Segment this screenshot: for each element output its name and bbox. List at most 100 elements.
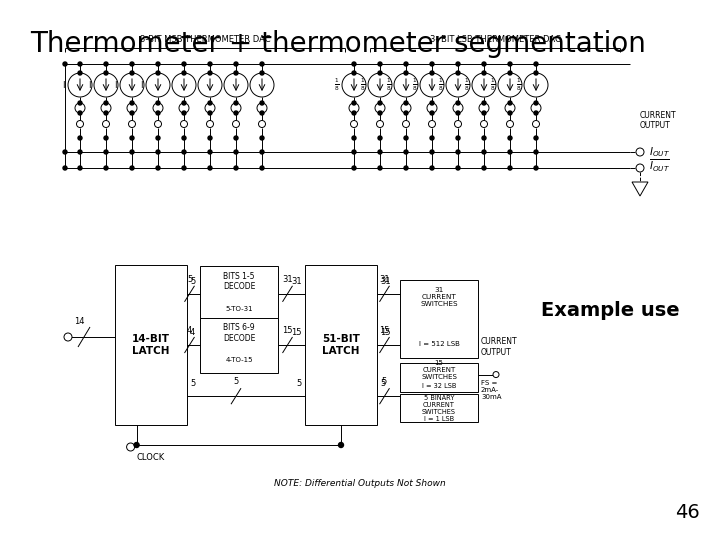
Circle shape [378,150,382,154]
Circle shape [377,120,384,127]
Text: 5-TO-31: 5-TO-31 [225,306,253,312]
Text: $\frac{1}{8}$: $\frac{1}{8}$ [334,77,340,93]
Circle shape [482,150,486,154]
Circle shape [534,150,538,154]
Circle shape [63,62,67,66]
Text: 31: 31 [292,277,302,286]
Circle shape [404,166,408,170]
Text: 4: 4 [190,328,195,337]
Circle shape [401,103,411,113]
Text: BITS 6-9
DECODE: BITS 6-9 DECODE [222,323,255,342]
Circle shape [260,111,264,115]
Text: 4-TO-15: 4-TO-15 [225,357,253,363]
Circle shape [78,111,82,115]
Circle shape [378,166,382,170]
Circle shape [338,442,343,448]
Circle shape [146,73,170,97]
Circle shape [75,103,85,113]
Text: Example use: Example use [541,300,679,320]
Circle shape [456,150,460,154]
Circle shape [234,136,238,140]
Circle shape [260,101,264,105]
Bar [400,363,478,392]
Text: I: I [114,80,117,90]
Circle shape [208,62,212,66]
Circle shape [127,443,135,451]
Circle shape [104,136,108,140]
Circle shape [482,101,486,105]
Circle shape [156,111,160,115]
Circle shape [156,71,160,75]
Circle shape [234,71,238,75]
Circle shape [234,111,238,115]
Circle shape [78,71,82,75]
Circle shape [182,101,186,105]
Circle shape [352,71,356,75]
Circle shape [352,166,356,170]
Text: Thermometer + thermometer segmentation: Thermometer + thermometer segmentation [30,30,646,58]
Text: I = 512 LSB: I = 512 LSB [418,341,459,347]
Circle shape [156,62,160,66]
Circle shape [153,103,163,113]
Text: 31: 31 [282,275,293,284]
Circle shape [76,120,84,127]
Text: 15: 15 [292,328,302,337]
Text: $\frac{1}{8}$: $\frac{1}{8}$ [360,77,366,93]
Circle shape [508,71,512,75]
Circle shape [508,111,512,115]
Circle shape [130,62,134,66]
Text: FS =
2mA-
30mA: FS = 2mA- 30mA [481,380,502,400]
Circle shape [172,73,196,97]
Text: 31: 31 [379,275,390,284]
Circle shape [456,71,460,75]
Circle shape [182,136,186,140]
Circle shape [524,73,548,97]
Circle shape [104,62,108,66]
Circle shape [482,111,486,115]
Circle shape [156,166,160,170]
Circle shape [506,120,513,127]
Circle shape [534,62,538,66]
Circle shape [234,150,238,154]
Circle shape [208,150,212,154]
Circle shape [453,103,463,113]
Circle shape [430,150,434,154]
Circle shape [456,62,460,66]
Circle shape [101,103,111,113]
Circle shape [260,136,264,140]
Circle shape [404,62,408,66]
Circle shape [208,111,212,115]
Circle shape [207,120,214,127]
Circle shape [260,150,264,154]
Circle shape [508,166,512,170]
Bar [400,280,478,358]
Circle shape [456,111,460,115]
Circle shape [128,120,135,127]
Bar [115,265,187,425]
Circle shape [404,71,408,75]
Circle shape [430,71,434,75]
Text: $\frac{1}{8}$: $\frac{1}{8}$ [490,77,496,93]
Circle shape [260,62,264,66]
Circle shape [482,71,486,75]
Text: 5: 5 [297,379,302,388]
Circle shape [533,120,539,127]
Circle shape [181,120,187,127]
Circle shape [430,62,434,66]
Text: $\frac{1}{8}$: $\frac{1}{8}$ [413,77,418,93]
Text: $\frac{1}{8}$: $\frac{1}{8}$ [386,77,392,93]
Circle shape [155,120,161,127]
Bar [400,394,478,422]
Circle shape [130,136,134,140]
Circle shape [479,103,489,113]
Circle shape [428,120,436,127]
Circle shape [104,111,108,115]
Circle shape [480,120,487,127]
Circle shape [130,166,134,170]
Circle shape [104,166,108,170]
Circle shape [94,73,118,97]
Text: 14: 14 [73,317,84,326]
Text: BITS 1-5
DECODE: BITS 1-5 DECODE [222,272,255,292]
Text: $I_{OUT}$: $I_{OUT}$ [649,145,670,159]
Circle shape [493,372,499,377]
